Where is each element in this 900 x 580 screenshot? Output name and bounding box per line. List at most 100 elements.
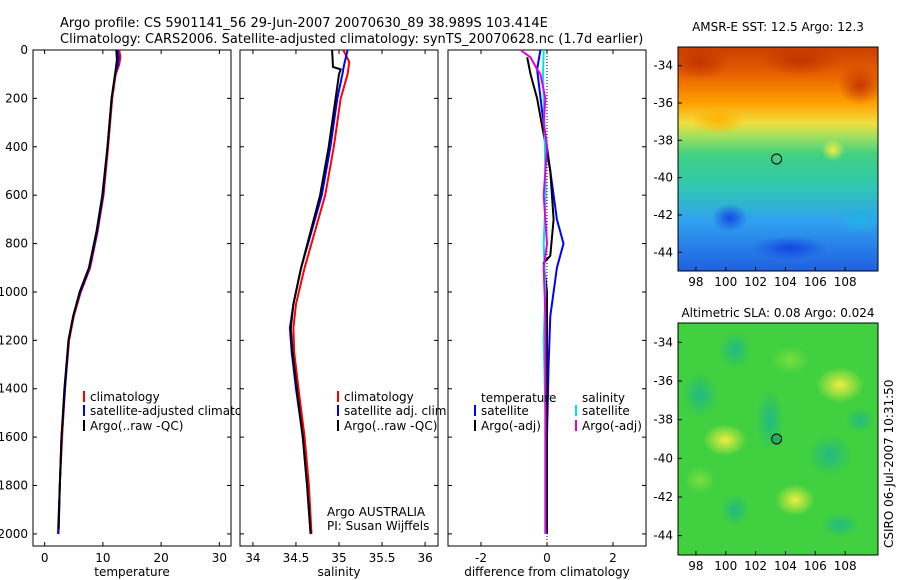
series-line-temperature-argo-adj-: [526, 57, 555, 532]
legend-swatch-temp-satellite: [474, 405, 476, 416]
legend-title-temperature: temperature: [481, 391, 556, 405]
salinity-panel: 34 34.5 35 35.5 36 salinity climatology sate…: [239, 49, 450, 579]
lon-tick-label: 102: [744, 559, 767, 573]
argo-location-marker: [771, 433, 783, 445]
lat-tick-label: -38: [653, 133, 673, 147]
sla-low-patch: [719, 332, 751, 368]
sla-low-patch: [808, 435, 852, 475]
legend-label-argo: Argo(..raw -QC): [90, 419, 183, 433]
argo-location-marker: [771, 153, 783, 165]
depth-tick-label: 600: [5, 188, 28, 202]
x-tick-label: 36: [417, 551, 432, 565]
depth-tick-label: 400: [5, 140, 28, 154]
sst-warm-eddy: [821, 139, 845, 161]
sst-map-title: AMSR-E SST: 12.5 Argo: 12.3: [692, 20, 864, 34]
x-tick-label: 34: [245, 551, 260, 565]
legend-label-temp-argo: Argo(-adj): [481, 419, 541, 433]
sst-warm-patch: [678, 47, 730, 80]
lat-tick-label: -44: [653, 529, 673, 543]
sst-map-ticks: 98 100 102 104 106 108 -34 -36 -38 -40 -42 -44: [653, 59, 856, 289]
lon-tick-label: 98: [688, 275, 703, 289]
salinity-legend: climatology satellite adj. clim. Argo(..…: [337, 390, 450, 433]
depth-tick-label: 800: [5, 237, 28, 251]
sla-low-patch: [822, 513, 858, 537]
sla-high-patch: [770, 346, 810, 374]
sst-heatmap: [678, 47, 878, 271]
sla-low-patch: [682, 373, 718, 417]
temperature-plot-frame: [32, 49, 232, 547]
lon-tick-label: 106: [804, 275, 827, 289]
temperature-xlabel: temperature: [94, 565, 169, 579]
difference-series: [520, 49, 565, 534]
legend-label-satellite: satellite adj. clim.: [344, 404, 450, 418]
sla-low-patch: [721, 494, 749, 526]
lon-tick-label: 100: [714, 559, 737, 573]
sla-high-patch: [684, 466, 716, 494]
credit-line2: PI: Susan Wijffels: [327, 519, 429, 533]
sst-cold-patch: [838, 206, 878, 234]
depth-tick-label: 1000: [0, 285, 28, 299]
sst-cold-patch: [712, 204, 748, 232]
depth-y-ticks: 0 200 400 600 800 1000 1200 1400 1600 1800 2000: [0, 43, 28, 541]
figure-title-line2: Climatology: CARS2006. Satellite-adjuste…: [60, 32, 643, 47]
salinity-xlabel: salinity: [317, 565, 360, 579]
lat-tick-label: -44: [653, 245, 673, 259]
legend-label-climatology: climatology: [90, 390, 160, 404]
legend-swatch-temp-argo: [474, 420, 476, 431]
legend-label-satellite: satellite-adjusted climatology: [90, 404, 268, 418]
difference-x-ticks: -2 0 2: [448, 49, 646, 565]
lat-tick-label: -36: [653, 96, 673, 110]
legend-swatch-satellite: [337, 405, 339, 416]
lat-tick-label: -40: [653, 171, 673, 185]
x-tick-label: -2: [475, 551, 487, 565]
legend-swatch-satellite: [83, 405, 85, 416]
sst-cold-patch: [752, 236, 828, 260]
x-tick-label: 35.5: [369, 551, 396, 565]
x-tick-label: 2: [609, 551, 617, 565]
legend-swatch-sal-satellite: [575, 405, 577, 416]
difference-panel: -2 0 2 difference from climatology tempera…: [447, 49, 647, 579]
x-tick-label: 30: [212, 551, 227, 565]
sla-low-patch: [846, 408, 874, 432]
sla-high-patch: [703, 424, 747, 456]
series-line-climatology: [292, 49, 351, 534]
salinity-series: [288, 49, 351, 534]
sst-warm-patch: [690, 106, 746, 134]
temperature-series: [57, 49, 122, 534]
x-tick-label: 10: [95, 551, 110, 565]
legend-swatch-argo: [83, 420, 85, 431]
legend-label-sal-satellite: satellite: [582, 404, 630, 418]
lon-tick-label: 98: [688, 559, 703, 573]
lat-tick-label: -36: [653, 374, 673, 388]
lon-tick-label: 106: [804, 559, 827, 573]
sla-map-title: Altimetric SLA: 0.08 Argo: 0.024: [681, 306, 874, 320]
salinity-plot-frame: [239, 49, 439, 547]
lat-tick-label: -34: [653, 335, 673, 349]
sst-map-panel: AMSR-E SST: 12.5 Argo: 12.3 98 100 102 104 1…: [653, 20, 879, 289]
lon-tick-label: 104: [774, 559, 797, 573]
lon-tick-label: 108: [834, 559, 857, 573]
argo-float-position: [771, 153, 783, 165]
x-tick-label: 0: [543, 551, 551, 565]
legend-swatch-argo: [337, 420, 339, 431]
legend-title-salinity: salinity: [582, 391, 625, 405]
x-tick-label: 0: [41, 551, 49, 565]
legend-label-climatology: climatology: [344, 390, 414, 404]
sla-heatmap: [678, 323, 878, 555]
sst-map-frame: [677, 46, 879, 272]
legend-label-temp-satellite: satellite: [481, 404, 529, 418]
legend-swatch-climatology: [83, 391, 85, 402]
lat-tick-label: -38: [653, 413, 673, 427]
figure-title-line1: Argo profile: CS 5901141_56 29-Jun-2007 …: [60, 16, 548, 31]
sst-warm-patch: [760, 47, 840, 76]
credit-line1: Argo AUSTRALIA: [327, 505, 426, 519]
x-tick-label: 35: [331, 551, 346, 565]
x-tick-label: 20: [153, 551, 168, 565]
depth-tick-label: 0: [20, 43, 28, 57]
argo-float-position: [771, 433, 783, 445]
legend-label-sal-argo: Argo(-adj): [582, 419, 642, 433]
timestamp-stamp: CSIRO 06-Jul-2007 10:31:50: [882, 380, 896, 548]
depth-tick-label: 1200: [0, 333, 28, 347]
depth-tick-label: 1600: [0, 430, 28, 444]
sla-map-frame: [677, 322, 879, 556]
